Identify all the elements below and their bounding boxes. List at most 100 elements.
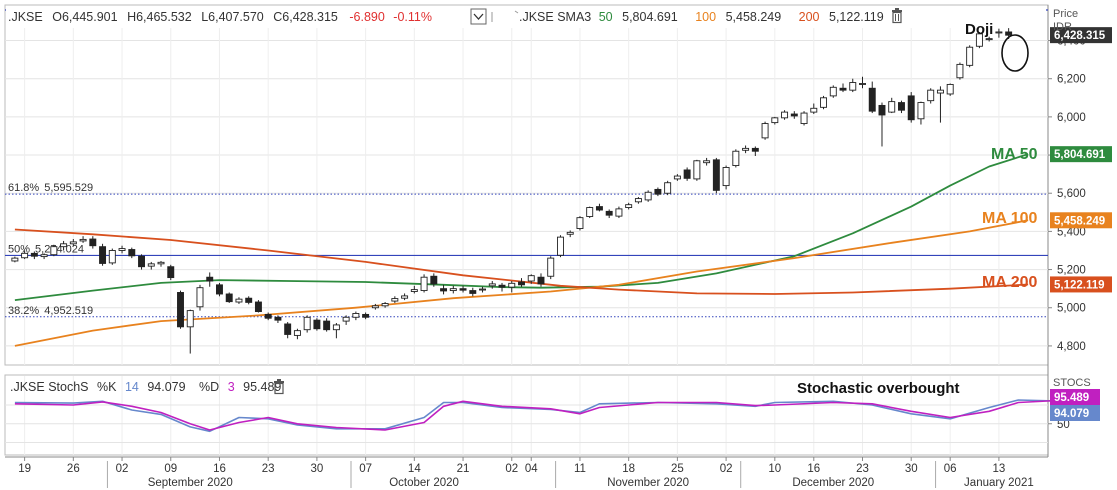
day-label: 07 bbox=[359, 463, 372, 475]
candle-body bbox=[527, 275, 535, 282]
candle-body bbox=[956, 63, 964, 79]
fib-value: 5,274.024 bbox=[35, 243, 84, 255]
candle bbox=[673, 174, 681, 181]
candle-body bbox=[946, 83, 954, 95]
candle-body bbox=[985, 38, 993, 41]
stoch-value-text: 94.079 bbox=[1054, 408, 1089, 420]
currency-label: IDR bbox=[1053, 21, 1072, 33]
candle bbox=[781, 110, 789, 120]
price-tick-label: 5,200 bbox=[1057, 265, 1086, 277]
stoch-gridlines bbox=[5, 376, 1048, 455]
candle bbox=[284, 322, 292, 339]
candle bbox=[108, 248, 116, 265]
candle bbox=[654, 187, 662, 197]
candle bbox=[888, 97, 896, 114]
candle-body bbox=[849, 82, 857, 91]
candle-body bbox=[703, 160, 711, 164]
change-pct-value: -0.11% bbox=[393, 10, 432, 24]
fib-label: 50% 5,274.024 bbox=[8, 243, 84, 255]
candle bbox=[839, 83, 847, 93]
trash-handle bbox=[895, 8, 899, 10]
candle bbox=[89, 236, 97, 249]
candle bbox=[469, 287, 477, 297]
candle-body bbox=[547, 257, 555, 277]
day-label: 23 bbox=[856, 463, 869, 475]
candle bbox=[547, 256, 555, 280]
candle-body bbox=[479, 288, 486, 291]
candle bbox=[508, 281, 516, 293]
candle-body bbox=[693, 160, 701, 180]
ma100-annotation: MA 100 bbox=[982, 210, 1038, 227]
candle bbox=[264, 312, 272, 321]
day-label: 13 bbox=[993, 463, 1006, 475]
price-tick-label: 5,600 bbox=[1057, 188, 1086, 200]
stoch-d-value: 95.489 bbox=[243, 380, 281, 394]
candle bbox=[352, 311, 360, 321]
trash-body bbox=[274, 382, 284, 395]
candle bbox=[820, 95, 827, 110]
candle bbox=[323, 318, 331, 332]
candle-body bbox=[498, 284, 506, 288]
trash-lid bbox=[892, 10, 902, 12]
candle bbox=[898, 100, 905, 114]
candle bbox=[254, 300, 262, 313]
month-label: December 2020 bbox=[792, 477, 874, 489]
stoch-k-period: 14 bbox=[125, 380, 139, 394]
candle bbox=[177, 290, 184, 329]
candle-body bbox=[800, 112, 808, 125]
candle-body bbox=[303, 316, 311, 331]
ma200-line bbox=[14, 228, 1029, 295]
fib-value: 5,595.529 bbox=[44, 182, 93, 194]
candle bbox=[712, 157, 720, 194]
header-line: .JKSE O6,445.901 H6,465.532 L6,407.570 C… bbox=[8, 10, 432, 24]
high-value: 6,465.532 bbox=[136, 10, 192, 24]
trash-icon[interactable] bbox=[892, 8, 902, 24]
stoch-value-box bbox=[1050, 389, 1100, 405]
stoch-trash-icon[interactable] bbox=[274, 379, 284, 395]
candle-body bbox=[157, 261, 165, 265]
candle-body bbox=[21, 252, 29, 259]
candle-body bbox=[177, 292, 184, 328]
candle bbox=[79, 236, 87, 243]
time-axis-labels: 19 26 02 09 16 23 30 07 14 21 02 04 11 18 25 02 10 16 23 30… bbox=[18, 457, 1034, 489]
stoch-tick-label: 50 bbox=[1057, 419, 1070, 431]
fib-label: 61.8% 5,595.529 bbox=[8, 182, 93, 194]
candle-body bbox=[644, 191, 652, 201]
candle-body bbox=[488, 283, 496, 287]
sma100-value: 5,458.249 bbox=[726, 10, 782, 24]
candle bbox=[995, 28, 1003, 38]
axis-value-text: 6,428.315 bbox=[1054, 30, 1106, 42]
candle bbox=[917, 101, 925, 125]
candle-body bbox=[927, 89, 935, 102]
candle-body bbox=[537, 276, 545, 285]
candle-body bbox=[196, 287, 204, 308]
axis-value-label: 5,804.691 bbox=[1050, 146, 1112, 163]
high-label: H bbox=[127, 10, 136, 24]
candle-body bbox=[274, 316, 282, 321]
candle bbox=[410, 285, 418, 294]
day-label: 30 bbox=[311, 463, 324, 475]
stoch-annotation: Stochastic overbought bbox=[797, 380, 960, 397]
axis-value-label: 5,458.249 bbox=[1050, 212, 1112, 229]
candle bbox=[868, 81, 876, 114]
dropdown-box[interactable] bbox=[470, 8, 487, 25]
candle-body bbox=[469, 290, 477, 294]
candle bbox=[722, 165, 730, 190]
axis-value-box bbox=[1050, 27, 1112, 44]
candle bbox=[69, 239, 77, 246]
candle-body bbox=[371, 305, 379, 309]
candle bbox=[50, 244, 58, 257]
candle-body bbox=[420, 276, 428, 292]
candle-body bbox=[771, 117, 779, 124]
price-tick-label: 6,000 bbox=[1057, 112, 1086, 124]
day-label: 09 bbox=[164, 463, 177, 475]
axis-value-labels: 6,428.315 5,804.691 5,458.249 5,122.119 95.4… bbox=[1050, 27, 1112, 421]
dropdown-toggle[interactable] bbox=[470, 8, 487, 25]
day-label: 18 bbox=[622, 463, 635, 475]
axis-value-label: 6,428.315 bbox=[1050, 27, 1112, 44]
candle bbox=[99, 243, 107, 266]
candle bbox=[790, 111, 798, 119]
day-label: 30 bbox=[905, 463, 918, 475]
axis-value-text: 5,458.249 bbox=[1054, 215, 1105, 227]
sma200-period: 200 bbox=[799, 10, 820, 24]
